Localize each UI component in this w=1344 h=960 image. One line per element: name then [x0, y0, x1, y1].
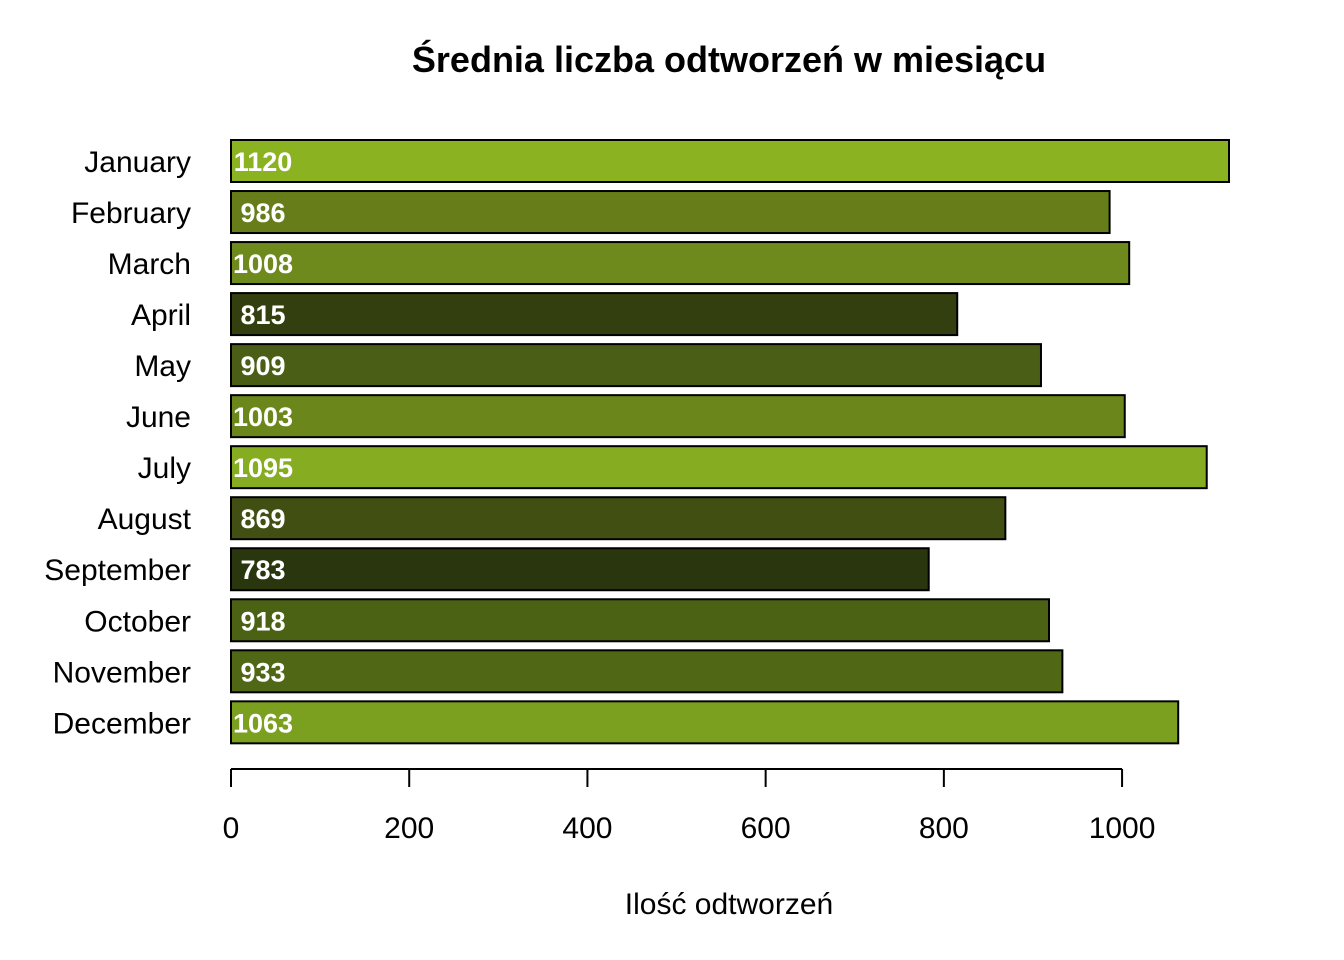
value-labels: 1120 986 1008 815 909 1003 1095 869 783 918 933 106…	[233, 147, 293, 738]
category-labels: January February March April May June July Augu…	[44, 146, 191, 740]
category-label-december: December	[53, 707, 191, 740]
category-label-march: March	[108, 248, 191, 281]
category-label-may: May	[134, 350, 191, 383]
bar-september	[230, 547, 930, 592]
x-tick-label-200: 200	[384, 812, 434, 845]
category-label-november: November	[53, 656, 191, 689]
value-label-september: 783	[240, 555, 285, 585]
bar-february	[230, 190, 1111, 235]
chart-title: Średnia liczba odtworzeń w miesiącu	[412, 38, 1046, 80]
bars	[230, 139, 1230, 745]
value-label-october: 918	[240, 606, 285, 636]
x-axis: 0 200 400 600 800 1000	[223, 768, 1156, 845]
x-axis-title: Ilość odtworzeń	[625, 888, 833, 921]
bar-july	[230, 445, 1208, 490]
category-label-april: April	[131, 299, 191, 332]
value-label-june: 1003	[233, 402, 293, 432]
category-label-february: February	[71, 197, 191, 230]
category-label-june: June	[126, 401, 191, 434]
value-label-august: 869	[240, 504, 285, 534]
x-tick-label-0: 0	[223, 812, 240, 845]
bar-november	[230, 649, 1064, 694]
x-tick-label-800: 800	[919, 812, 969, 845]
bar-december	[230, 700, 1180, 745]
value-label-april: 815	[240, 300, 285, 330]
bar-october	[230, 598, 1051, 643]
category-label-january: January	[84, 146, 191, 179]
x-tick-label-600: 600	[741, 812, 791, 845]
value-label-march: 1008	[233, 249, 293, 279]
x-tick-label-400: 400	[562, 812, 612, 845]
category-label-september: September	[44, 554, 191, 587]
value-label-february: 986	[240, 198, 285, 228]
category-label-july: July	[138, 452, 191, 485]
value-label-may: 909	[240, 351, 285, 381]
bar-march	[230, 241, 1131, 286]
x-tick-label-1000: 1000	[1089, 812, 1156, 845]
bar-august	[230, 496, 1007, 541]
bar-june	[230, 394, 1126, 439]
value-label-december: 1063	[233, 708, 293, 738]
category-label-october: October	[84, 605, 191, 638]
value-label-july: 1095	[233, 453, 293, 483]
bar-may	[230, 343, 1042, 388]
value-label-november: 933	[240, 657, 285, 687]
category-label-august: August	[98, 503, 192, 536]
bar-january	[230, 139, 1230, 183]
value-label-january: 1120	[234, 147, 293, 177]
bar-april	[230, 292, 959, 337]
